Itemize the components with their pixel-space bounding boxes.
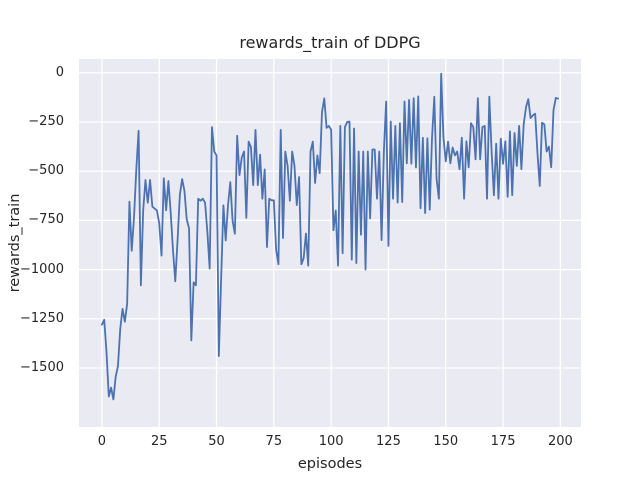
axes-background	[79, 59, 581, 427]
x-tick-label: 100	[318, 434, 344, 449]
line-plot	[79, 59, 581, 427]
x-tick-label: 50	[208, 434, 225, 449]
y-tick-label: −500	[28, 163, 64, 179]
chart-title: rewards_train of DDPG	[239, 33, 421, 52]
y-tick-label: −750	[28, 212, 64, 228]
y-tick-label: 0	[55, 64, 64, 80]
reward-line	[101, 72, 559, 401]
plot-area	[79, 59, 581, 427]
x-tick-label: 125	[376, 434, 401, 449]
x-tick-label: 200	[547, 434, 573, 449]
y-tick-labels: 0 −250 −500 −750 −1000 −1250 −1500	[0, 0, 64, 480]
x-tick-label: 150	[433, 434, 459, 449]
x-tick-label: 25	[150, 434, 168, 449]
y-tick-label: −1500	[20, 359, 64, 375]
y-tick-label: −1000	[20, 261, 64, 277]
x-tick-label: 75	[265, 434, 283, 449]
y-tick-label: −1250	[20, 310, 64, 326]
x-axis-label: episodes	[297, 456, 363, 472]
y-tick-label: −250	[28, 113, 64, 129]
x-tick-label: 175	[490, 434, 516, 449]
x-tick-labels: 0 25 50 75 100 125 150 175 200	[0, 435, 640, 451]
x-tick-label: 0	[97, 434, 107, 449]
